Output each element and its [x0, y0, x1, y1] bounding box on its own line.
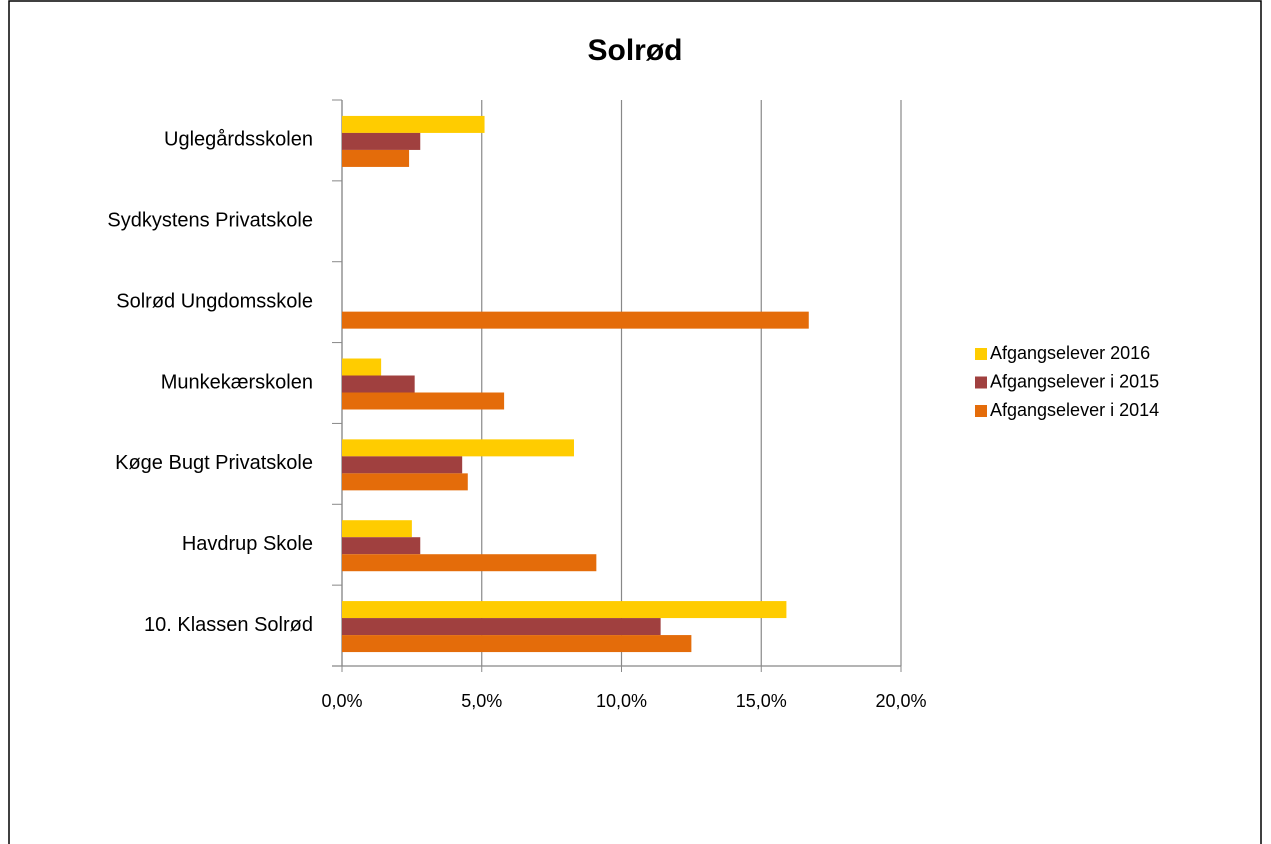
- bar: [342, 115, 485, 133]
- legend-swatch: [975, 348, 987, 360]
- x-tick-label: 0,0%: [321, 691, 362, 711]
- y-tick-label: Køge Bugt Privatskole: [115, 452, 313, 474]
- bar: [342, 537, 421, 555]
- bar: [342, 358, 382, 376]
- x-tick-label: 5,0%: [461, 691, 502, 711]
- bar: [342, 635, 692, 653]
- legend-label: Afgangselever i 2015: [990, 371, 1159, 391]
- bar: [342, 520, 412, 538]
- legend-swatch: [975, 376, 987, 389]
- y-tick-label: Sydkystens Privatskole: [107, 210, 313, 232]
- chart-border: [8, 0, 1262, 844]
- y-tick-label: Munkekærskolen: [161, 371, 313, 393]
- y-tick-label: Uglegårdsskolen: [164, 129, 313, 151]
- bar: [342, 601, 787, 619]
- bar: [342, 439, 574, 457]
- legend-label: Afgangselever i 2014: [990, 400, 1159, 420]
- legend-label: Afgangselever 2016: [990, 343, 1150, 363]
- bar: [342, 132, 421, 150]
- bar: [342, 392, 505, 410]
- bar: [342, 149, 410, 167]
- bar: [342, 456, 463, 474]
- y-tick-label: 10. Klassen Solrød: [144, 614, 313, 636]
- x-tick-label: 20,0%: [875, 691, 926, 711]
- chart-title: Solrød: [588, 34, 683, 67]
- bar: [342, 473, 468, 491]
- bar: [342, 311, 809, 329]
- bar: [342, 618, 661, 636]
- bar: [342, 375, 415, 393]
- bar: [342, 554, 597, 572]
- y-tick-label: Solrød Ungdomsskole: [116, 290, 313, 312]
- legend-swatch: [975, 405, 987, 417]
- x-tick-label: 15,0%: [736, 691, 787, 711]
- x-tick-label: 10,0%: [596, 691, 647, 711]
- y-tick-label: Havdrup Skole: [182, 533, 313, 555]
